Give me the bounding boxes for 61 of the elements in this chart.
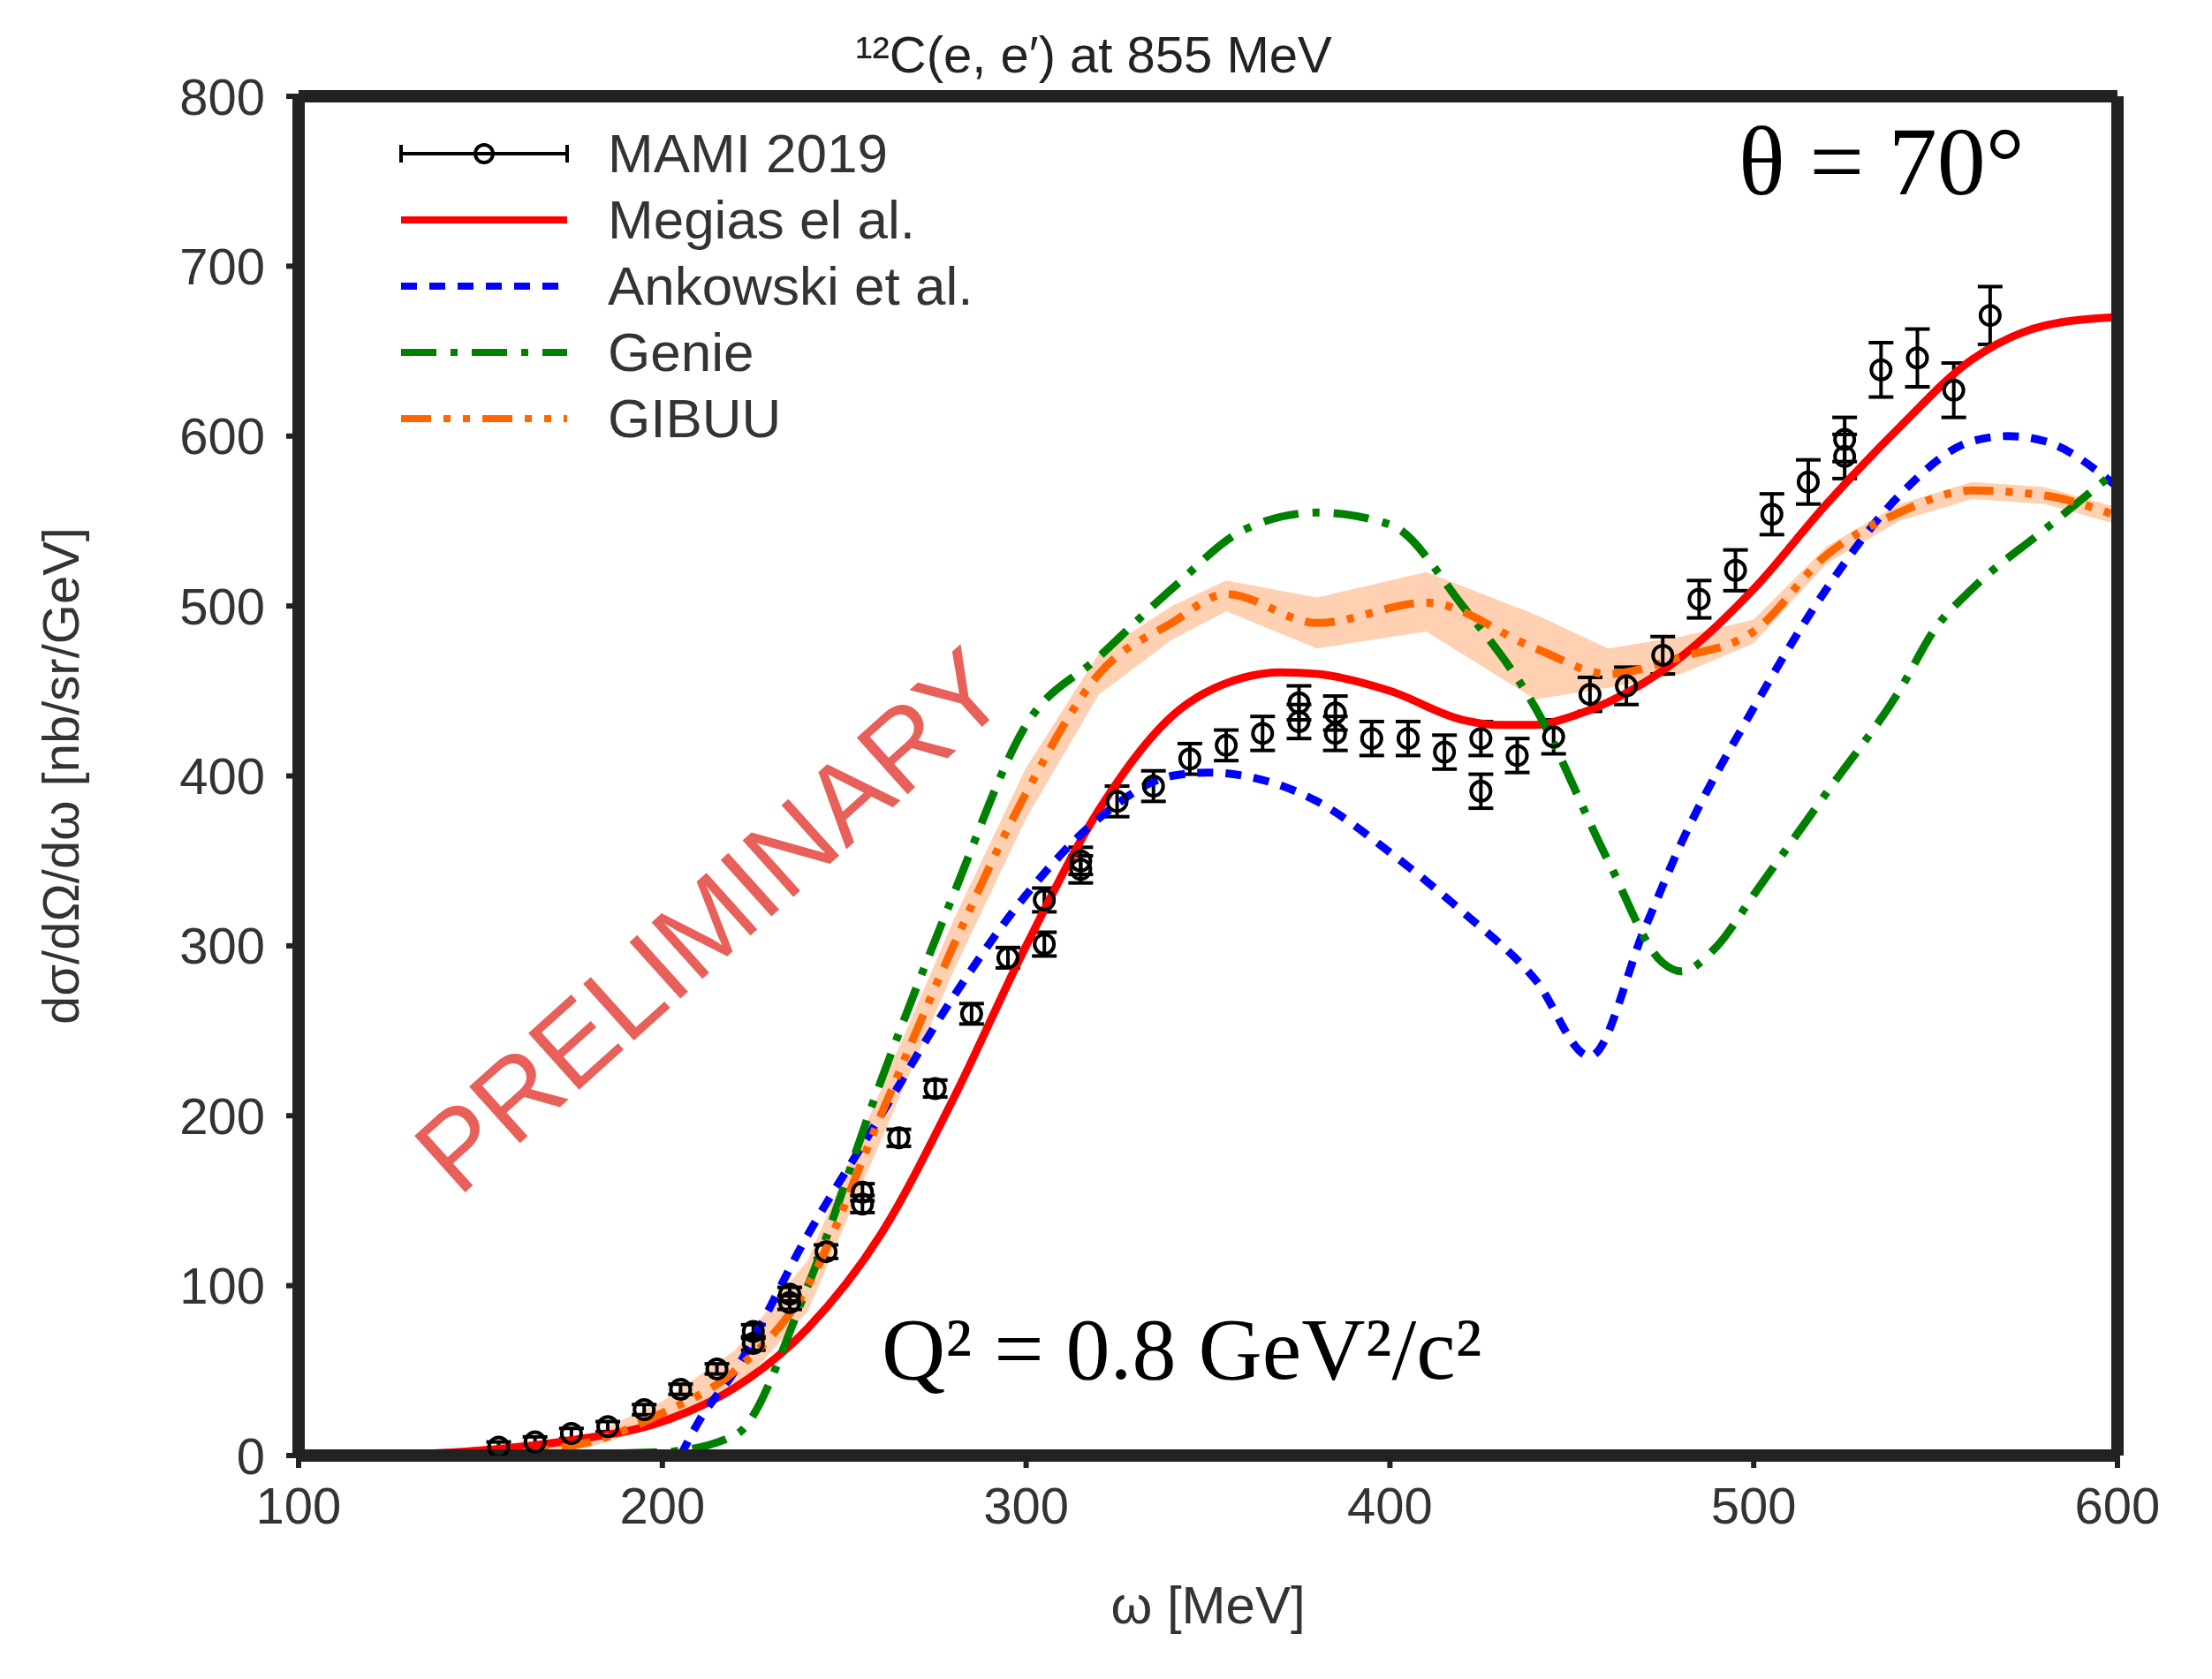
point (559, 1421, 583, 1445)
y-tick-label: 300 (179, 917, 265, 975)
point (705, 1357, 729, 1380)
y-tick-label: 400 (179, 747, 265, 805)
point (487, 1435, 511, 1456)
point (1687, 587, 1711, 611)
point (1942, 378, 1966, 402)
point (1542, 725, 1565, 749)
point (1833, 427, 1857, 451)
point (1651, 643, 1675, 667)
point (1469, 779, 1493, 803)
point (1323, 722, 1347, 745)
legend-label: Ankowski et al. (608, 254, 973, 317)
x-tick-label: 300 (983, 1477, 1069, 1535)
y-tick-label: 500 (179, 577, 265, 635)
point (1323, 701, 1347, 725)
point (1433, 740, 1457, 764)
point (633, 1398, 656, 1422)
point (1723, 558, 1747, 582)
chart-title: ¹²C(e, e′) at 855 MeV (855, 26, 1332, 83)
point (1978, 304, 2002, 328)
annotation: θ = 70° (1739, 108, 2025, 216)
x-tick-label: 400 (1347, 1477, 1433, 1535)
x-tick-label: 200 (619, 1477, 706, 1535)
point (1069, 858, 1093, 881)
x-axis-title: ω [MeV] (1110, 1576, 1306, 1635)
point (596, 1415, 620, 1439)
legend-label: GIBUU (608, 387, 782, 450)
y-tick-label: 600 (179, 407, 265, 465)
point (1833, 444, 1857, 468)
point (1215, 733, 1239, 757)
point (1760, 503, 1784, 526)
y-axis-title: dσ/dΩ/dω [nb/sr/GeV] (31, 527, 89, 1025)
point (1105, 790, 1129, 813)
point (1578, 683, 1602, 707)
y-tick-label: 700 (179, 237, 265, 295)
point (1796, 470, 1820, 494)
y-tick-label: 200 (179, 1086, 265, 1145)
point (669, 1377, 693, 1401)
legend-label: Genie (608, 321, 754, 383)
point (1869, 358, 1893, 382)
y-tick-label: 100 (179, 1257, 265, 1315)
point (1360, 727, 1383, 751)
legend-label: MAMI 2019 (608, 122, 889, 185)
point (1251, 722, 1275, 745)
point (1141, 775, 1165, 798)
annotation: Q² = 0.8 GeV²/c² (882, 1300, 1482, 1398)
point (1905, 346, 1929, 370)
point (1287, 709, 1311, 733)
point (1178, 747, 1201, 771)
point (1615, 674, 1639, 698)
point (1069, 849, 1093, 873)
point (1287, 691, 1311, 715)
point (1505, 744, 1529, 768)
point (1396, 727, 1420, 751)
x-tick-label: 500 (1710, 1477, 1797, 1535)
point (1469, 727, 1493, 751)
x-tick-label: 600 (2074, 1477, 2161, 1535)
point (523, 1430, 547, 1454)
legend-label: Megias el al. (608, 188, 916, 251)
y-tick-label: 800 (179, 67, 265, 125)
